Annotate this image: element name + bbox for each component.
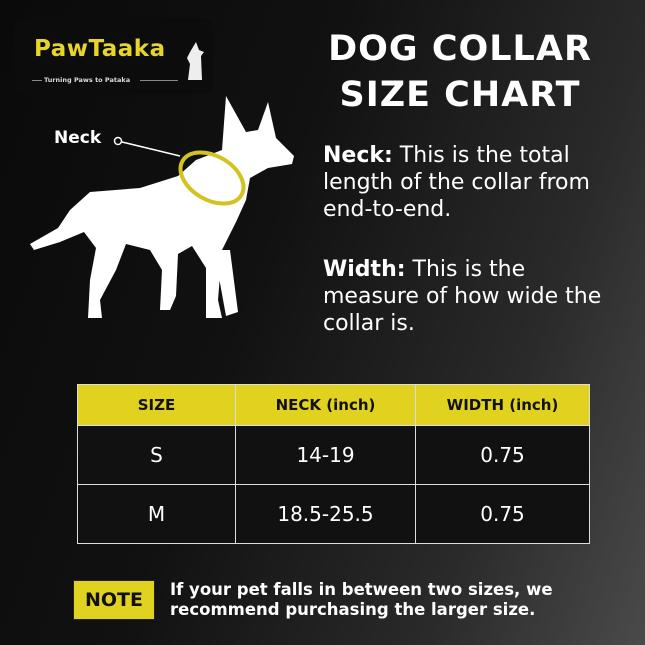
neck-definition: Neck: This is the total length of the co… [323, 142, 623, 223]
divider [32, 80, 42, 81]
brand-tagline: Turning Paws to Pataka [44, 76, 131, 84]
header-width: WIDTH (inch) [415, 384, 590, 426]
cell-size: S [77, 425, 236, 485]
brand-name: PawTaaka [34, 36, 166, 62]
definition-text: This is the total length of the collar f… [323, 143, 590, 222]
neck-label: Neck [54, 128, 102, 148]
title-line-1: DOG COLLAR [328, 29, 592, 69]
dog-silhouette-icon [30, 96, 294, 318]
cell-size: M [77, 484, 236, 544]
title-line-2: SIZE CHART [339, 75, 581, 115]
header-neck: NECK (inch) [235, 384, 416, 426]
note-badge: NOTE [73, 580, 155, 620]
cell-width: 0.75 [415, 425, 590, 485]
cell-width: 0.75 [415, 484, 590, 544]
note-text: If your pet falls in between two sizes, … [170, 580, 553, 619]
divider [140, 80, 178, 81]
table-header-row: SIZE NECK (inch) WIDTH (inch) [77, 384, 590, 426]
width-definition: Width: This is the measure of how wide t… [323, 256, 623, 337]
term: Neck: [323, 143, 393, 168]
cell-neck: 18.5-25.5 [235, 484, 416, 544]
table-row: M 18.5-25.5 0.75 [77, 484, 590, 544]
table-row: S 14-19 0.75 [77, 425, 590, 485]
page-title: DOG COLLAR SIZE CHART [300, 26, 620, 118]
dog-cat-logo-icon [187, 42, 204, 80]
definition-text: This is the measure of how wide the coll… [323, 257, 602, 336]
collar-ring [178, 150, 246, 206]
size-table: SIZE NECK (inch) WIDTH (inch) S 14-19 0.… [77, 384, 590, 544]
cell-neck: 14-19 [235, 425, 416, 485]
brand-logo: PawTaaka Turning Paws to Pataka [14, 18, 213, 94]
term: Width: [323, 257, 406, 282]
header-size: SIZE [77, 384, 236, 426]
